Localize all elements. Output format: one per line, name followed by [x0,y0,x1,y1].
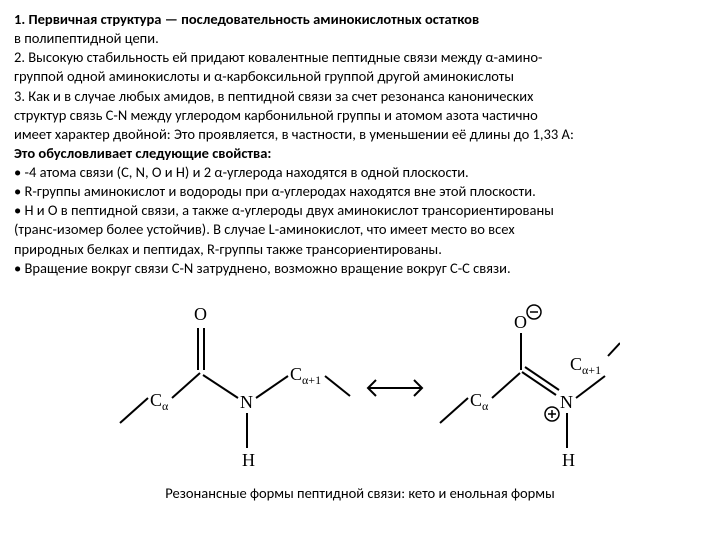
line-5: 3. Как и в случае любых амидов, в пептид… [14,87,706,106]
label-Ca-right: Cα [470,390,489,413]
enol-structure: Cα O N H Cα+1 [440,305,620,470]
text-block: 1. Первичная структура — последовательно… [14,10,706,278]
label-O-left: O [194,304,207,324]
bullet-2: • R-группы аминокислот и водороды при α-… [14,182,706,201]
label-Ca-left: Cα [150,390,169,413]
bullet-1: • -4 атома связи (C, N, O и H) и 2 α-угл… [14,163,706,182]
bullet-3c: природных белках и пептидах, R-группы та… [14,240,706,259]
line-1: 1. Первичная структура — последовательно… [14,10,479,28]
bullet-3b: (транс-изомер более устойчив). В случае … [14,220,706,239]
label-N-left: N [240,392,253,412]
chemical-structure-svg: Cα O N H Cα+1 [100,288,620,478]
resonance-diagram: Cα O N H Cα+1 [14,288,706,478]
bullet-4: • Вращение вокруг связи C-N затруднено, … [14,259,706,278]
label-Ca1-right: Cα+1 [570,354,601,377]
line-2: в полипептидной цепи. [14,29,706,48]
keto-structure: Cα O N H Cα+1 [120,304,350,470]
label-H-right: H [562,450,575,470]
diagram-caption: Резонансные формы пептидной связи: кето … [14,484,706,503]
label-H-left: H [242,450,255,470]
line-3: 2. Высокую стабильность ей придают ковал… [14,48,706,67]
line-4: группой одной аминокислоты и α-карбоксил… [14,67,706,86]
line-6: структур связь C-N между углеродом карбо… [14,106,706,125]
label-N-right: N [560,392,573,412]
label-Ca1-left: Cα+1 [290,364,321,387]
resonance-arrow-icon [368,380,422,396]
label-O-right: O [514,312,527,332]
line-7: имеет характер двойной: Это проявляется,… [14,125,706,144]
line-8: Это обусловливает следующие свойства: [14,144,706,163]
bullet-3: • H и O в пептидной связи, а также α-угл… [14,201,706,220]
